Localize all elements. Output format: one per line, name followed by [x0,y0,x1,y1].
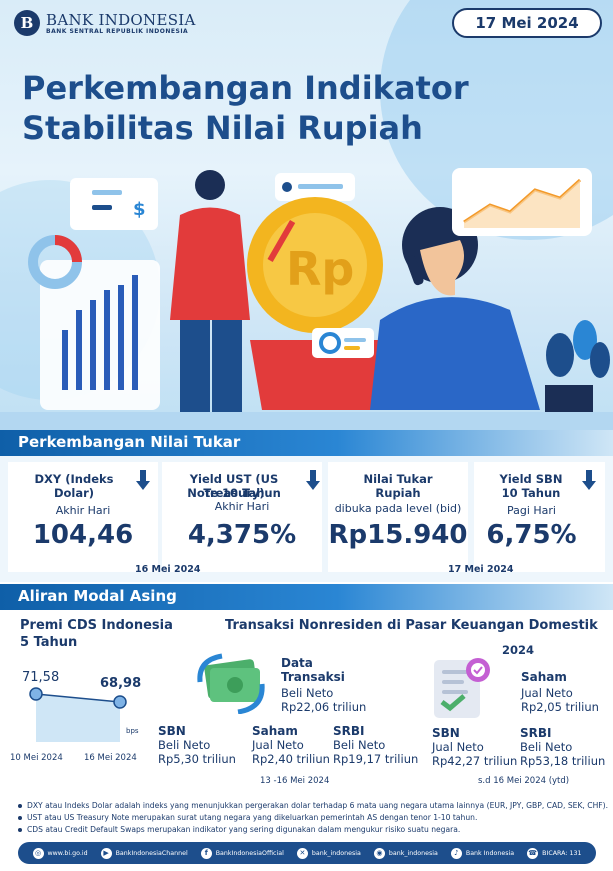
footer-link-tiktok[interactable]: ♪ Bank Indonesia [450,847,514,859]
dxy-label: DXY (Indeks Dolar) [34,472,114,500]
ytd-srbi-value: Rp53,18 triliun [520,754,606,768]
document-check-icon [434,658,490,718]
saham-label: Jual Neto [252,738,304,752]
footnotes: DXY atau Indeks Dolar adalah indeks yang… [18,800,608,836]
instagram-icon: ◉ [373,847,385,859]
ytd-saham-value: Rp2,05 triliun [521,700,599,714]
dxy-value: 104,46 [32,520,134,550]
footer-link-hotline[interactable]: ☎ BICARA: 131 [527,847,582,859]
title-line-1: Perkembangan Indikator [22,69,469,107]
capital-flow-panel: Premi CDS Indonesia 5 Tahun 71,58 68,98 … [0,610,613,800]
transactions-period: 13 -16 Mei 2024 [260,776,330,786]
data-title-line1: Data [281,656,313,670]
youtube-icon: ▶ [100,847,112,859]
ytd-sbn-name: SBN [432,726,460,740]
sbn-label-line1: Yield SBN [499,472,563,486]
dxy-sub: Akhir Hari [55,504,111,517]
ytd-srbi-name: SRBI [520,726,552,740]
logo-subtitle: BANK SENTRAL REPUBLIK INDONESIA [46,27,189,35]
exchange-panel: DXY (Indeks Dolar) Akhir Hari 104,46 Yie… [0,456,613,582]
srbi-value: Rp19,17 triliun [333,752,419,766]
cds-unit: bps [126,727,139,735]
exchange-section-header: Perkembangan Nilai Tukar [0,430,613,456]
footer-link-youtube[interactable]: ▶ BankIndonesiaChannel [100,847,188,859]
footer-link-facebook[interactable]: f BankIndonesiaOfficial [200,847,284,859]
rupiah-label-line1: Nilai Tukar [363,472,433,486]
capital-section-header: Aliran Modal Asing [0,584,613,610]
sbn-value: Rp5,30 triliun [158,752,236,766]
facebook-icon: f [200,847,212,859]
footer-link-website[interactable]: ◎ www.bi.go.id [32,847,88,859]
exchange-section-title: Perkembangan Nilai Tukar [18,433,241,451]
down-arrow-icon [306,470,320,490]
rupiah-sub: dibuka pada level (bid) [334,502,462,515]
ust-sub: Akhir Hari [214,500,270,513]
svg-text:Rp: Rp [286,242,354,296]
dxy-card: DXY (Indeks Dolar) Akhir Hari 104,46 [8,462,158,572]
ytd-period: s.d 16 Mei 2024 (ytd) [478,776,570,786]
cds-title-line1: Premi CDS Indonesia [20,618,173,633]
down-arrow-icon [582,470,596,490]
total-label: Beli Neto [281,686,334,700]
globe-icon: ◎ [32,847,44,859]
footnote-item: DXY atau Indeks Dolar adalah indeks yang… [18,800,608,812]
data-title-line2: Transaksi [281,670,345,684]
ytd-sbn-label: Jual Neto [432,740,484,754]
sbn-label: Beli Neto [158,738,211,752]
social-footer: ◎ www.bi.go.id ▶ BankIndonesiaChannel f Ban… [18,842,596,864]
srbi-label: Beli Neto [333,738,386,752]
sbn-sub: Pagi Hari [506,504,556,517]
footer-link-instagram[interactable]: ◉ bank_indonesia [373,847,438,859]
rupiah-label-line2: Rupiah [375,486,421,500]
cds-chart [29,687,127,742]
rate-date-right: 17 Mei 2024 [448,564,514,575]
capital-section-title: Aliran Modal Asing [18,587,177,605]
finance-illustration: $ Rp [0,168,613,430]
ust-label-line2: Note 10 Tahun [187,486,281,500]
footnote-item: UST atau US Treasury Note merupakan sura… [18,812,608,824]
page-title: Perkembangan Indikator Stabilitas Nilai … [22,68,469,148]
bi-emblem-icon: B [14,10,40,36]
cds-value-end: 68,98 [100,676,142,691]
tiktok-icon: ♪ [450,847,462,859]
rate-date-left: 16 Mei 2024 [135,564,201,575]
ytd-saham-label: Jual Neto [521,686,573,700]
saham-value: Rp2,40 triliun [252,752,330,766]
sbn-yield-card: Yield SBN 10 Tahun Pagi Hari 6,75% [474,462,605,572]
cds-title-line2: 5 Tahun [20,635,78,650]
ust-card: Yield UST (US Treasury) Note 10 Tahun Ak… [162,462,322,572]
cds-date-start: 10 Mei 2024 [10,753,63,763]
svg-text:$: $ [133,199,146,220]
cds-date-end: 16 Mei 2024 [84,753,137,763]
sbn-value: 6,75% [486,520,577,550]
hero-banner: B BANK INDONESIA BANK SENTRAL REPUBLIK I… [0,0,613,430]
ytd-sbn-value: Rp42,27 triliun [432,754,518,768]
footnote-item: CDS atau Credit Default Swaps merupakan … [18,824,608,836]
sbn-label-line2: 10 Tahun [501,486,561,500]
money-cycle-icon [197,653,265,714]
phone-icon: ☎ [527,847,539,859]
x-icon: ✕ [296,847,308,859]
bank-logo[interactable]: B BANK INDONESIA BANK SENTRAL REPUBLIK I… [14,10,196,36]
sbn-name: SBN [158,724,186,738]
transactions-title: Transaksi Nonresiden di Pasar Keuangan D… [225,618,598,633]
cds-value-start: 71,58 [22,670,60,685]
ytd-year: 2024 [502,643,535,657]
ust-label-line1: Yield UST (US Treasury) [189,472,279,500]
saham-name: Saham [252,724,298,738]
footer-link-x[interactable]: ✕ bank_indonesia [296,847,361,859]
title-line-2: Stabilitas Nilai Rupiah [22,109,423,147]
srbi-name: SRBI [333,724,365,738]
date-badge: 17 Mei 2024 [452,8,602,38]
ytd-srbi-label: Beli Neto [520,740,573,754]
logo-name: BANK INDONESIA [46,10,196,29]
down-arrow-icon [136,470,150,490]
rupiah-card: Nilai Tukar Rupiah dibuka pada level (bi… [328,462,468,572]
total-value: Rp22,06 triliun [281,700,367,714]
rupiah-value: Rp15.940 [328,520,468,550]
ust-value: 4,375% [187,520,297,550]
ytd-saham-name: Saham [521,670,567,684]
